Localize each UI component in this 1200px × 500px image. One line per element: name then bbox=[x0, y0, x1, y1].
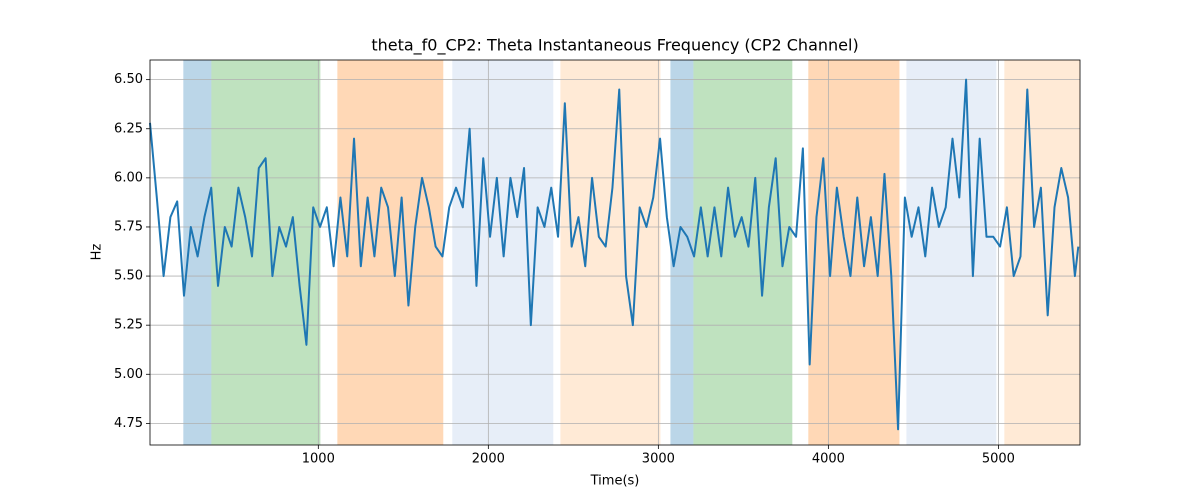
x-tick-label: 5000 bbox=[982, 452, 1015, 467]
y-tick-label: 5.75 bbox=[114, 219, 143, 234]
plot-frame bbox=[149, 59, 1081, 446]
chart-title: theta_f0_CP2: Theta Instantaneous Freque… bbox=[371, 36, 858, 56]
y-tick-label: 5.50 bbox=[114, 269, 143, 284]
y-axis-label: Hz bbox=[90, 244, 105, 261]
shaded-span bbox=[560, 60, 661, 445]
y-tick-label: 6.00 bbox=[114, 170, 143, 185]
x-tick-label: 3000 bbox=[642, 452, 675, 467]
shaded-span bbox=[693, 60, 793, 445]
shaded-span bbox=[337, 60, 444, 445]
x-tick-label: 1000 bbox=[302, 452, 335, 467]
shaded-span bbox=[906, 60, 997, 445]
shaded-span bbox=[1004, 60, 1080, 445]
y-tick-label: 6.50 bbox=[114, 72, 143, 87]
data-line bbox=[149, 78, 1080, 431]
y-tick-label: 6.25 bbox=[114, 121, 143, 136]
x-axis-label: Time(s) bbox=[590, 474, 640, 489]
y-tick-label: 5.00 bbox=[114, 367, 143, 382]
y-tick-label: 5.25 bbox=[114, 318, 143, 333]
shaded-span bbox=[670, 60, 694, 445]
shaded-span bbox=[808, 60, 900, 445]
shaded-span bbox=[211, 60, 321, 445]
y-tick-label: 4.75 bbox=[114, 416, 143, 431]
x-tick-label: 2000 bbox=[472, 452, 505, 467]
x-tick-label: 4000 bbox=[812, 452, 845, 467]
